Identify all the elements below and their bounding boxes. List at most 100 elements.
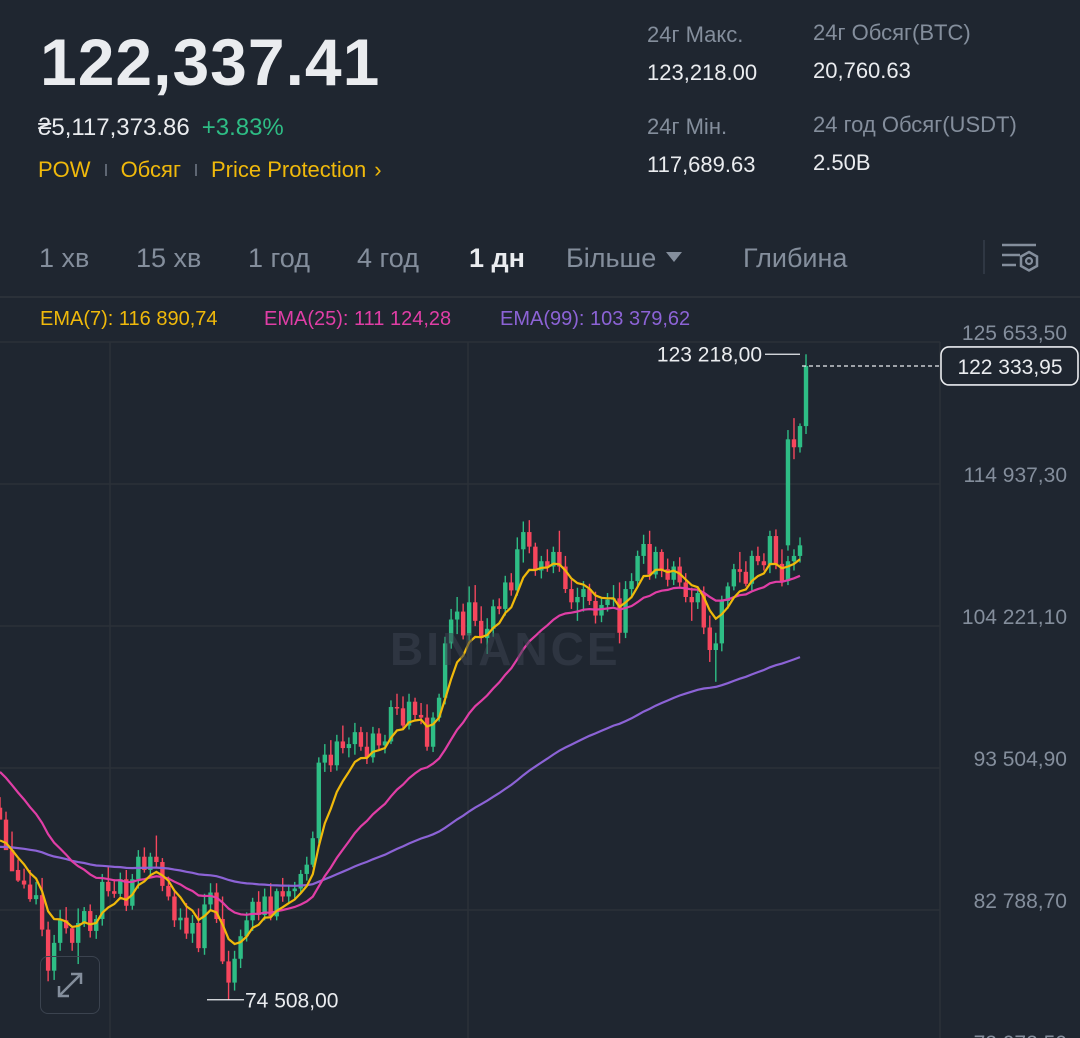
candle-body (304, 864, 309, 874)
candle-body (394, 706, 400, 709)
candle-body (352, 732, 358, 745)
tab-depth[interactable]: Глибина (743, 243, 848, 273)
chevron-right-icon[interactable]: › (374, 157, 382, 182)
candle-body (262, 896, 267, 916)
stat-value: 2.50B (813, 150, 871, 175)
candle-body (190, 922, 195, 934)
chart-settings-icon[interactable] (1000, 240, 1040, 276)
candle-body (797, 545, 803, 556)
tag-price-protection[interactable]: Price Protection (210, 157, 367, 182)
stat-label: 24г Мін. (647, 114, 728, 139)
y-axis-tick-label: 93 504,90 (974, 748, 1067, 771)
candle-body (509, 582, 514, 591)
y-axis-tick-label: 114 937,30 (963, 464, 1067, 487)
ema7-value: EMA(7): 116 890,74 (40, 308, 218, 330)
tag-row: POW Обсяг Price Protection › (38, 157, 382, 183)
tab-1d[interactable]: 1 дн (469, 243, 525, 273)
tag-volume[interactable]: Обсяг (120, 157, 181, 182)
price-subrow: ₴5,117,373.86 +3.83% (38, 114, 284, 142)
candle-body (148, 856, 153, 870)
stat-label: 24г Обсяг(BTC) (813, 20, 971, 45)
candle-body (527, 532, 532, 547)
candle-body (238, 936, 243, 959)
candle-body (316, 762, 321, 839)
candlestick-chart[interactable]: 125 653,50 114 937,30 104 221,10 93 504,90 8… (0, 298, 1080, 1038)
fullscreen-button[interactable] (40, 956, 100, 1014)
candle-body (69, 928, 75, 943)
tab-1m[interactable]: 1 хв (39, 243, 90, 273)
candle-body (334, 741, 340, 766)
candle-body (575, 597, 580, 603)
candle-body (707, 627, 712, 651)
candle-body (45, 929, 51, 971)
candle-body (472, 602, 478, 621)
candle-body (57, 920, 63, 943)
candle-body (737, 569, 743, 572)
tag-separator (104, 164, 107, 176)
candle-body (436, 697, 442, 718)
candle-body (479, 620, 484, 639)
candle-body (466, 602, 472, 636)
candle-body (280, 891, 285, 897)
candle-body (106, 881, 111, 892)
candle-body (310, 838, 315, 865)
candle-body (256, 901, 261, 916)
candle-body (112, 891, 117, 894)
candle-body (166, 885, 171, 897)
ema25-line (0, 574, 801, 916)
candle-body (406, 701, 412, 726)
ema99-line (0, 656, 801, 887)
candle-body (587, 589, 592, 601)
tab-more[interactable]: Більше (566, 243, 683, 274)
candle-body (424, 717, 430, 747)
candle-body (623, 589, 628, 633)
stat-label: 24 год Обсяг(USDT) (813, 112, 1017, 137)
min-price-label: 74 508,00 (245, 990, 338, 1013)
stat-24h-volume-btc: 24г Обсяг(BTC) 20,760.63 (813, 20, 971, 84)
stat-24h-low: 24г Мін. 117,689.63 (647, 114, 755, 178)
binance-watermark: BINANCE (390, 623, 621, 675)
candle-body (292, 888, 297, 892)
tab-4h[interactable]: 4 год (357, 243, 419, 273)
candle-body (88, 911, 93, 931)
candle-body (94, 919, 99, 931)
candle-body (63, 920, 69, 929)
candle-body (418, 714, 424, 718)
candle-body (791, 439, 797, 448)
candle-body (196, 922, 201, 949)
candle-body (340, 741, 346, 749)
tab-15m[interactable]: 15 хв (136, 243, 202, 273)
candle-body (82, 911, 87, 923)
candle-body (298, 873, 303, 889)
candle-body (244, 920, 249, 937)
candle-body (665, 569, 670, 580)
candle-body (220, 919, 225, 962)
candle-body (172, 896, 177, 921)
candle-body (767, 536, 773, 566)
candle-body (124, 879, 129, 906)
candle-body (797, 426, 803, 448)
candle-body (322, 754, 328, 763)
candle-body (515, 549, 520, 591)
candle-body (448, 619, 454, 644)
candle-body (779, 563, 785, 582)
current-price-box (940, 346, 1079, 386)
candle-body (641, 544, 646, 556)
candle-body (454, 611, 460, 620)
candle-body (388, 706, 394, 742)
candle-body (160, 862, 165, 886)
stat-24h-volume-usdt: 24 год Обсяг(USDT) 2.50B (813, 112, 1017, 176)
candle-body (442, 643, 448, 698)
candle-body (617, 598, 622, 633)
stat-label: 24г Макс. (647, 22, 744, 47)
current-price-label: 122 333,95 (957, 356, 1062, 379)
stat-value: 117,689.63 (647, 152, 756, 177)
candle-body (689, 597, 694, 603)
candle-body (178, 917, 183, 921)
candle-body (226, 961, 231, 983)
tab-1h[interactable]: 1 год (248, 243, 310, 273)
tag-pow[interactable]: POW (38, 157, 91, 182)
candle-body (33, 895, 39, 900)
candle-body (545, 561, 550, 567)
last-price: 122,337.41 (40, 25, 381, 99)
